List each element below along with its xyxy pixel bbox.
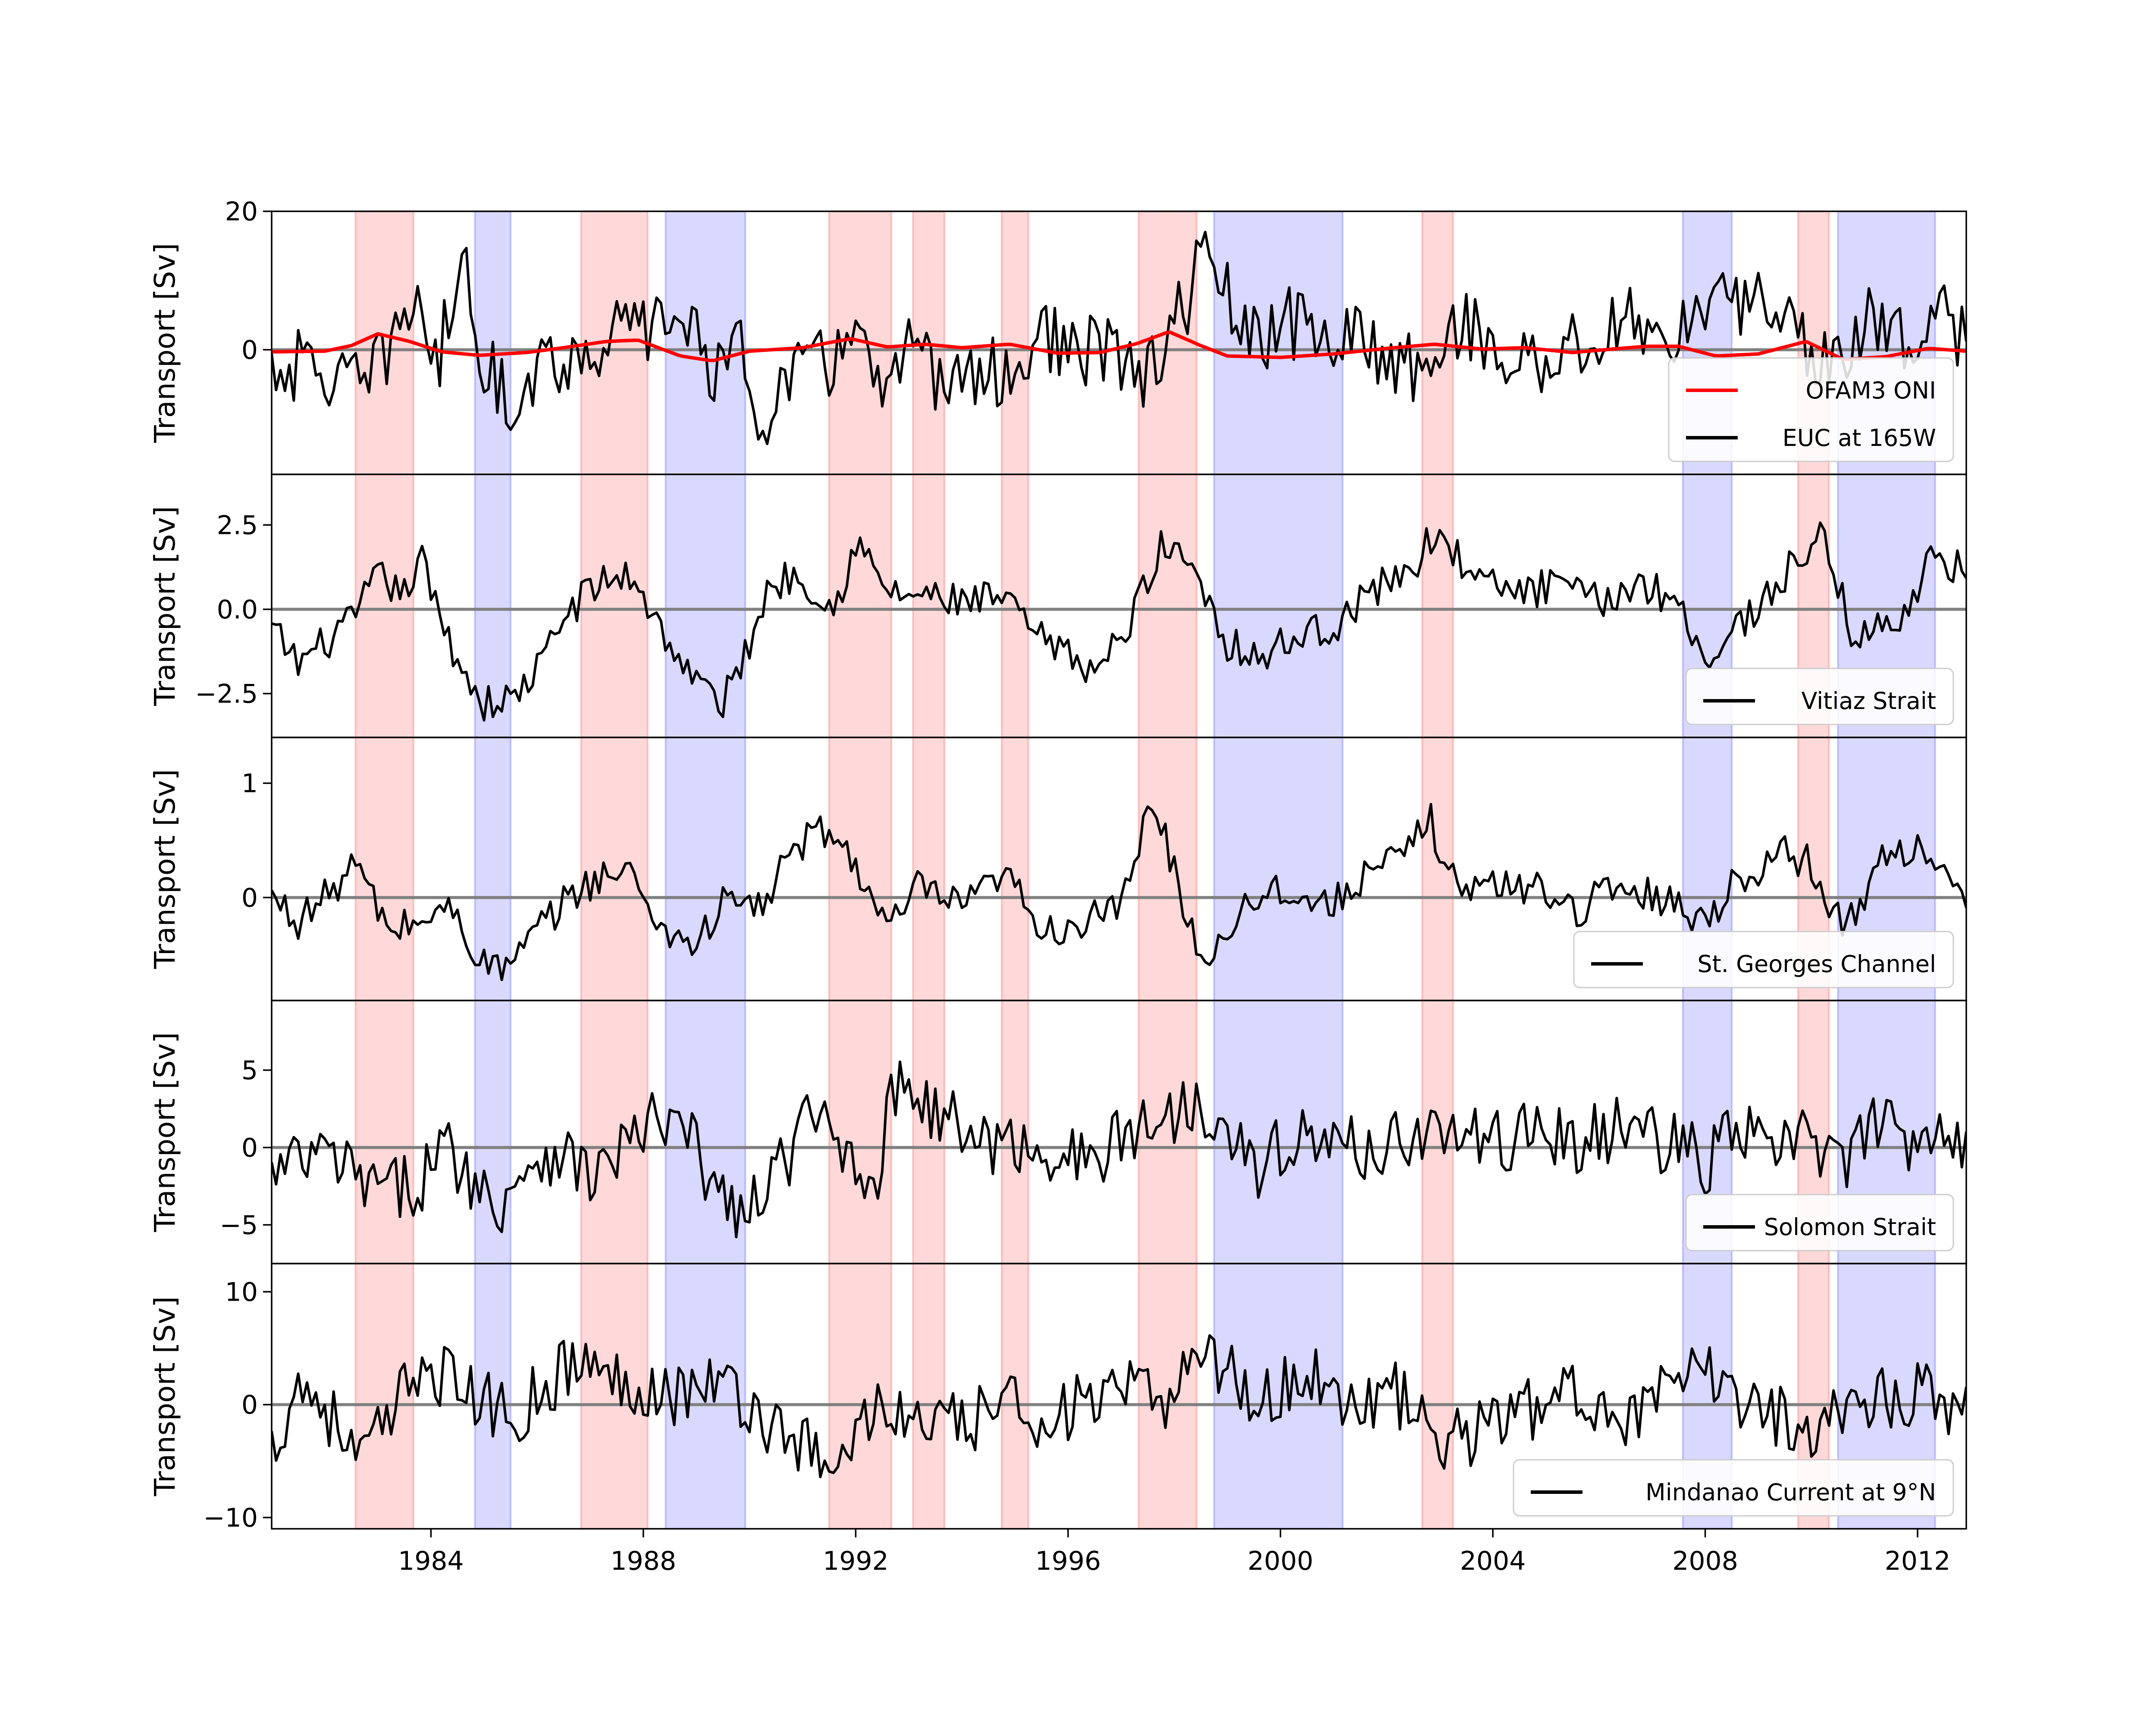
el-nino-band-4 [912, 1264, 946, 1529]
el-nino-band-3 [828, 737, 892, 1000]
series-line-euc-at-165w [272, 231, 1966, 445]
y-tick-label: 2.5 [217, 510, 258, 540]
x-tick-label: 2012 [1885, 1546, 1951, 1576]
y-tick-label: 10 [225, 1277, 258, 1307]
series-line-st-georges-channel [272, 803, 1966, 982]
y-axis: −5 0 5 [220, 1055, 272, 1240]
y-tick-label: 0 [241, 335, 258, 365]
x-tick-label: 2004 [1460, 1546, 1526, 1576]
x-tick-label: 1992 [823, 1546, 889, 1576]
y-tick-label: 0 [241, 1133, 258, 1163]
panel-2: −2.5 0.0 2.5 Transport [Sv] Vitiaz Strait [148, 474, 1967, 738]
series-line-ofam3-oni [272, 330, 1966, 362]
panel-4: −5 0 5 Transport [Sv] Solomon Strait [148, 1000, 1967, 1264]
series-line-solomon-strait [272, 1060, 1966, 1239]
y-tick-label: 1 [241, 768, 258, 799]
y-axis: 01 [241, 768, 272, 913]
el-nino-band-1 [354, 474, 414, 737]
y-tick-label: 5 [241, 1055, 258, 1085]
la-nina-band-3 [1213, 1264, 1344, 1529]
y-axis-label: Transport [Sv] [148, 506, 182, 706]
legend: St. Georges Channel [1573, 931, 1954, 988]
el-nino-band-1 [354, 737, 414, 1000]
el-nino-band-5 [1001, 474, 1029, 737]
legend: Mindanao Current at 9°N [1513, 1459, 1954, 1517]
panel-1: 0 20 Transport [Sv] OFAM3 ONI EUC at 165W [148, 197, 1967, 475]
el-nino-band-1 [354, 1264, 414, 1529]
el-nino-band-1 [354, 1000, 414, 1264]
series-line-vitiaz-strait [272, 521, 1966, 722]
la-nina-band-3 [1213, 1000, 1344, 1264]
el-nino-band-2 [580, 474, 649, 737]
legend: Vitiaz Strait [1685, 668, 1954, 725]
y-axis-label: Transport [Sv] [148, 1296, 182, 1496]
y-tick-label: 0 [241, 1390, 258, 1420]
y-tick-label: −5 [220, 1210, 258, 1240]
legend-box [1573, 931, 1954, 988]
y-axis: −10 0 10 [203, 1277, 272, 1533]
y-axis: −2.5 0.0 2.5 [195, 510, 272, 709]
el-nino-band-6 [1138, 737, 1197, 1000]
la-nina-band-2 [664, 1000, 746, 1264]
el-nino-band-6 [1138, 1264, 1197, 1529]
y-tick-label: 20 [225, 197, 258, 227]
legend-box [1685, 668, 1954, 725]
y-axis-label: Transport [Sv] [148, 243, 182, 443]
el-nino-band-3 [828, 1000, 892, 1264]
legend: Solomon Strait [1685, 1194, 1954, 1251]
series-line-mindanao-current-at-9-n [272, 1334, 1966, 1478]
legend-box [1685, 1194, 1954, 1251]
legend-box [1668, 357, 1954, 462]
el-nino-band-7 [1421, 1264, 1454, 1529]
la-nina-band-2 [664, 474, 746, 737]
el-nino-band-3 [828, 1264, 892, 1529]
x-tick-label: 1988 [611, 1546, 677, 1576]
legend-label: Mindanao Current at 9°N [1645, 1479, 1936, 1506]
la-nina-band-1 [474, 1000, 512, 1264]
y-tick-label: −10 [203, 1503, 258, 1533]
x-tick-label: 2000 [1247, 1546, 1313, 1576]
y-axis-label: Transport [Sv] [148, 769, 182, 969]
el-nino-band-5 [1001, 1264, 1029, 1529]
el-nino-band-3 [828, 474, 892, 737]
el-nino-band-4 [912, 474, 946, 737]
x-axis: 1984 1988 1992 1996 2000 2004 2008 2012 [398, 1546, 1950, 1576]
x-tick-label: 1996 [1035, 1546, 1101, 1576]
legend-box [1513, 1459, 1954, 1517]
la-nina-band-2 [664, 211, 746, 474]
y-axis-label: Transport [Sv] [148, 1032, 182, 1232]
x-tick-label: 1984 [398, 1546, 464, 1576]
legend-label: OFAM3 ONI [1806, 377, 1936, 404]
panel-5: −10 0 10 Transport [Sv] Mindanao Current at … [148, 1263, 1967, 1537]
el-nino-band-7 [1421, 474, 1454, 737]
legend-label: St. Georges Channel [1697, 950, 1936, 978]
y-tick-label: −2.5 [195, 679, 258, 709]
la-nina-band-2 [664, 737, 746, 1000]
y-tick-label: 0 [241, 883, 258, 913]
panel-frame [271, 1263, 1967, 1530]
y-axis: 0 20 [225, 197, 272, 365]
panels: 0 20 Transport [Sv] OFAM3 ONI EUC at 165W −2.… [148, 197, 1967, 1537]
y-tick-label: 0.0 [217, 595, 258, 625]
legend-label: Solomon Strait [1764, 1214, 1936, 1241]
la-nina-band-3 [1213, 474, 1344, 737]
la-nina-band-3 [1213, 737, 1344, 1000]
legend-label: EUC at 165W [1783, 424, 1936, 452]
el-nino-band-6 [1138, 474, 1197, 737]
el-nino-band-2 [580, 737, 649, 1000]
el-nino-band-3 [828, 211, 892, 474]
legend: OFAM3 ONI EUC at 165W [1668, 357, 1954, 462]
la-nina-band-1 [474, 1264, 512, 1529]
legend-label: Vitiaz Strait [1802, 687, 1936, 715]
x-tick-label: 2008 [1672, 1546, 1738, 1576]
el-nino-band-4 [912, 737, 946, 1000]
el-nino-band-1 [354, 211, 414, 474]
